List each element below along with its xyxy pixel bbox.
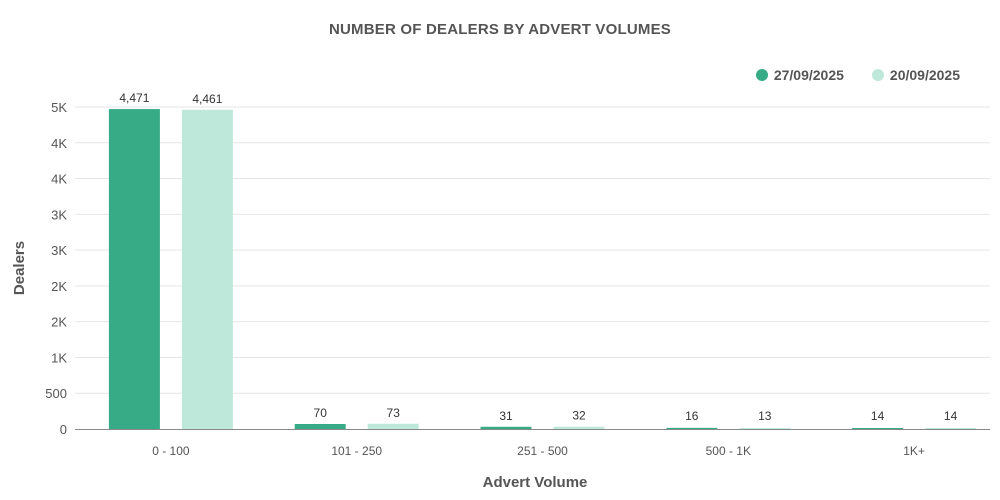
y-tick-label: 5K — [51, 100, 67, 115]
data-label: 14 — [871, 409, 885, 423]
bar[interactable] — [666, 427, 718, 430]
bar[interactable] — [367, 423, 419, 429]
y-tick-label: 0 — [60, 422, 67, 437]
y-tick-label: 3K — [51, 243, 67, 258]
chart-title: NUMBER OF DEALERS BY ADVERT VOLUMES — [328, 21, 672, 38]
bar[interactable] — [553, 426, 605, 429]
x-tick-label: 0 - 100 — [152, 444, 190, 458]
data-label: 13 — [758, 409, 772, 423]
legend-label: 27/09/2025 — [773, 67, 844, 83]
y-tick-label: 2K — [51, 279, 67, 294]
bar[interactable] — [925, 427, 977, 430]
data-label: 14 — [944, 409, 958, 423]
data-label: 70 — [314, 406, 328, 420]
bar[interactable] — [108, 109, 160, 430]
y-tick-label: 3K — [51, 207, 67, 222]
y-tick-label: 1K — [51, 350, 67, 365]
legend-label: 20/09/2025 — [889, 67, 960, 83]
y-tick-label: 4K — [51, 172, 67, 187]
x-tick-label: 251 - 500 — [517, 444, 568, 458]
bar[interactable] — [739, 428, 791, 430]
bar[interactable] — [294, 423, 346, 429]
y-tick-label: 2K — [51, 315, 67, 330]
data-label: 4,471 — [119, 91, 149, 105]
x-tick-label: 1K+ — [903, 444, 925, 458]
data-label: 4,461 — [192, 92, 222, 106]
data-label: 31 — [499, 409, 513, 423]
y-tick-label: 4K — [51, 136, 67, 151]
y-tick-label: 500 — [45, 386, 67, 401]
x-axis-title: Advert Volume — [483, 474, 588, 491]
legend-item-series-2[interactable]: 20/09/2025 — [871, 67, 960, 83]
legend-item-series-1[interactable]: 27/09/2025 — [755, 67, 844, 83]
data-label: 16 — [685, 409, 699, 423]
legend-marker-icon — [871, 69, 884, 81]
data-label: 32 — [572, 409, 586, 423]
bar[interactable] — [852, 427, 904, 430]
x-tick-label: 500 - 1K — [706, 444, 751, 458]
y-axis-title: Dealers — [11, 241, 28, 295]
data-label: 73 — [387, 406, 401, 420]
legend-marker-icon — [755, 69, 768, 81]
legend: 27/09/2025 20/09/2025 — [755, 67, 960, 83]
bar[interactable] — [480, 426, 532, 429]
x-tick-label: 101 - 250 — [331, 444, 382, 458]
bar[interactable] — [181, 109, 233, 430]
